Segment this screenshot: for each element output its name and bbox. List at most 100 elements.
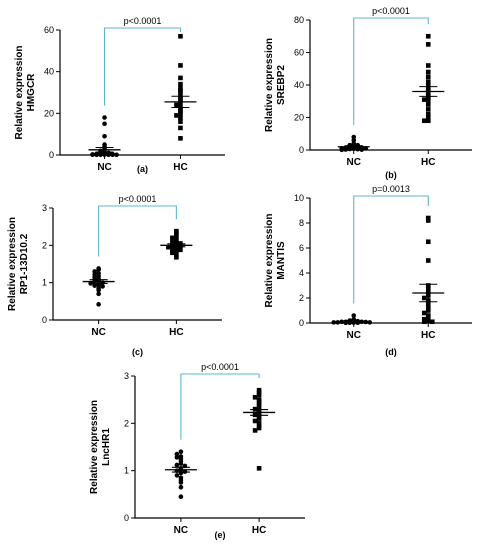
data-point-hc [256, 413, 262, 419]
data-point-hc [256, 397, 262, 402]
y-tick-label: 80 [294, 15, 304, 25]
data-point-hc [178, 247, 183, 253]
data-point-nc [178, 449, 184, 455]
x-category-label: HC [421, 157, 435, 168]
data-point-hc [425, 115, 431, 120]
data-point-hc [170, 235, 175, 241]
data-point-nc [102, 121, 107, 127]
data-point-nc [102, 152, 107, 157]
data-point-nc [94, 152, 99, 158]
data-point-hc [425, 308, 431, 313]
p-value-label: p<0.0001 [124, 16, 162, 26]
p-value-label: p<0.0001 [201, 362, 239, 372]
data-point-hc [425, 301, 431, 307]
data-point-nc [174, 455, 180, 460]
y-axis-label: Relative expression [264, 38, 275, 132]
significance-bracket [353, 17, 429, 125]
y-tick-label: 1 [42, 278, 47, 288]
data-point-nc [178, 494, 184, 500]
chart-panel-5: 0 1 2 3 NC HC Relative expression LncHR1 p<0.000… [89, 362, 305, 540]
data-point-nc [331, 320, 337, 325]
significance-bracket [353, 195, 429, 304]
data-point-hc [170, 250, 175, 256]
y-axis-label: MANTIS [276, 241, 287, 280]
data-point-hc [425, 111, 431, 117]
data-point-hc [178, 115, 183, 120]
data-point-hc [256, 387, 262, 393]
data-point-hc [252, 395, 258, 400]
data-point-hc [429, 319, 435, 325]
data-point-hc [178, 119, 183, 124]
y-tick-label: 3 [124, 371, 129, 381]
data-point-nc [359, 147, 365, 152]
data-point-nc [96, 267, 101, 272]
data-point-hc [178, 111, 183, 116]
data-point-nc [351, 134, 357, 140]
data-point-hc [421, 310, 427, 316]
significance-bracket [104, 27, 181, 106]
data-point-hc [178, 136, 183, 141]
y-axis-label: Relative expression [14, 46, 25, 140]
data-point-nc [102, 115, 107, 120]
data-point-nc [98, 152, 103, 158]
data-point-hc [256, 392, 262, 398]
data-point-nc [174, 462, 180, 468]
data-point-hc [425, 305, 431, 311]
data-point-hc [256, 390, 262, 395]
x-category-label: NC [174, 525, 188, 536]
y-tick-label: 8 [299, 218, 304, 228]
data-point-hc [425, 258, 431, 263]
y-tick-label: 20 [294, 113, 304, 123]
data-point-nc [106, 152, 111, 158]
data-point-hc [425, 102, 431, 107]
y-tick-label: 4 [299, 268, 304, 278]
p-value-label: p<0.0001 [372, 6, 410, 16]
data-point-hc [425, 218, 431, 223]
data-point-hc [425, 314, 431, 320]
data-point-hc [425, 63, 431, 68]
panel-label: (b) [385, 170, 397, 180]
data-point-hc [256, 466, 262, 471]
data-point-hc [256, 404, 262, 410]
panel-label: (a) [137, 164, 148, 174]
data-point-hc [421, 118, 427, 124]
data-point-hc [174, 254, 179, 260]
data-point-hc [174, 248, 179, 254]
data-point-hc [425, 79, 431, 85]
data-point-hc [425, 215, 431, 221]
data-point-hc [256, 425, 262, 431]
data-point-hc [425, 239, 431, 245]
data-point-hc [174, 102, 179, 108]
x-category-label: HC [252, 525, 266, 536]
y-tick-label: 2 [124, 418, 129, 428]
x-category-label: NC [97, 162, 111, 173]
data-point-hc [178, 33, 183, 39]
data-point-hc [256, 423, 262, 428]
p-value-label: p=0.0013 [372, 184, 410, 194]
data-point-hc [425, 118, 431, 124]
data-point-nc [96, 287, 101, 293]
data-point-nc [114, 152, 119, 158]
y-tick-label: 2 [42, 240, 47, 250]
y-tick-label: 40 [294, 80, 304, 90]
y-axis-label: Relative expression [7, 217, 18, 311]
data-point-hc [256, 421, 262, 426]
panel-label: (e) [215, 530, 226, 540]
data-point-nc [178, 484, 184, 490]
chart-panel-2: 0 20 40 60 80 NC HC Relative expression SREBP2 p<… [264, 6, 472, 180]
panel-label: (d) [385, 347, 397, 357]
x-category-label: HC [421, 330, 435, 341]
data-point-nc [96, 302, 101, 307]
data-point-hc [174, 246, 179, 251]
data-point-hc [178, 81, 183, 87]
data-point-nc [96, 291, 101, 297]
y-tick-label: 3 [42, 203, 47, 213]
data-point-hc [178, 243, 183, 249]
data-point-nc [351, 137, 357, 143]
y-tick-label: 1 [124, 466, 129, 476]
data-point-hc [425, 42, 431, 47]
data-point-hc [421, 295, 427, 301]
y-axis-label: RP1-13D10.2 [19, 233, 30, 294]
data-point-hc [256, 402, 262, 407]
y-tick-label: 0 [124, 513, 129, 523]
